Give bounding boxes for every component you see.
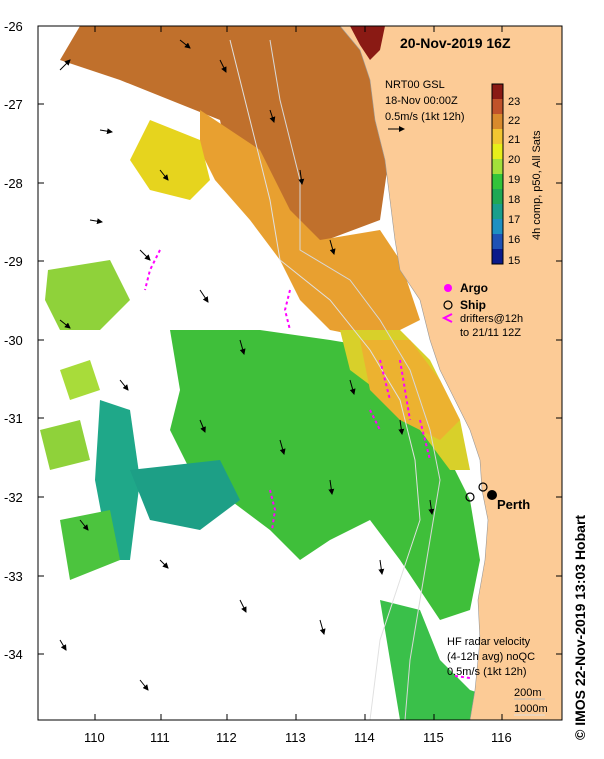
- colorbar-swatch: [492, 144, 503, 160]
- colorbar-swatch: [492, 234, 503, 250]
- ship-marker-2: [478, 482, 488, 492]
- gsl-label-2: 18-Nov 00:00Z: [385, 95, 458, 107]
- colorbar-swatch: [492, 84, 503, 100]
- colorbar-frame: [491, 83, 504, 265]
- ship-icon: [443, 300, 453, 310]
- y-tick-label: -34: [4, 647, 23, 662]
- perth-marker: [487, 490, 497, 500]
- colorbar-tick: 16: [508, 234, 520, 246]
- argo-icon: [444, 284, 452, 292]
- x-tick-label: 114: [354, 730, 375, 745]
- sst-yellowgreen-west: [45, 260, 130, 330]
- copyright-label: © IMOS 22-Nov-2019 13:03 Hobart: [572, 514, 588, 740]
- land-northern-red: [350, 26, 385, 60]
- x-tick-label: 110: [84, 730, 105, 745]
- drifter-icon: [441, 313, 453, 323]
- hf-label-3: 0.5m/s (1kt 12h): [447, 666, 526, 678]
- colorbar-swatch: [492, 129, 503, 145]
- ship-marker: [465, 492, 475, 502]
- colorbar-tick: 17: [508, 214, 520, 226]
- x-tick-label: 116: [491, 730, 512, 745]
- colorbar-tick: 15: [508, 255, 520, 267]
- gsl-label-1: NRT00 GSL: [385, 79, 445, 91]
- y-axis: [38, 25, 562, 655]
- colorbar-tick: 22: [508, 115, 520, 127]
- colorbar-swatch: [492, 219, 503, 235]
- colorbar-tick: 20: [508, 154, 520, 166]
- sst-field: [40, 26, 520, 720]
- y-tick-label: -33: [4, 569, 23, 584]
- sst-yellow-mid: [130, 120, 210, 200]
- colorbar-swatch: [492, 249, 503, 265]
- y-tick-label: -32: [4, 490, 23, 505]
- sst-orange-north: [200, 110, 420, 340]
- y-tick-label: -28: [4, 176, 23, 191]
- colorbar-swatch: [492, 204, 503, 220]
- colorbar-swatch: [492, 99, 503, 115]
- colorbar-swatch: [492, 174, 503, 190]
- velocity-arrows: [59, 39, 435, 691]
- colorbar-tick: 21: [508, 134, 520, 146]
- x-axis: [94, 26, 503, 720]
- colorbar-tick: 18: [508, 194, 520, 206]
- x-tick-label: 115: [423, 730, 444, 745]
- sst-patch-small-2: [40, 420, 90, 470]
- legend-drifters-1: drifters@12h: [460, 313, 523, 325]
- sst-teal-south: [130, 460, 240, 530]
- y-tick-label: -30: [4, 333, 23, 348]
- y-tick-label: -26: [4, 19, 23, 34]
- contour-1000m: [229, 39, 421, 721]
- colorbar: [492, 84, 503, 265]
- y-tick-label: -29: [4, 254, 23, 269]
- gsl-label-3: 0.5m/s (1kt 12h): [385, 111, 464, 123]
- legend-drifters-2: to 21/11 12Z: [460, 327, 521, 339]
- colorbar-swatch: [492, 159, 503, 175]
- drifter-tracks: [144, 249, 471, 679]
- colorbar-tick: 23: [508, 96, 520, 108]
- depth-label-1000m: 1000m: [514, 703, 548, 715]
- hf-label-1: HF radar velocity: [447, 636, 531, 648]
- colorbar-label: 4h comp, p50, All Sats: [531, 130, 543, 240]
- sst-patch-small-1: [60, 360, 100, 400]
- colorbar-swatch: [492, 189, 503, 205]
- y-tick-label: -31: [4, 411, 23, 426]
- x-tick-label: 112: [216, 730, 237, 745]
- colorbar-tick: 19: [508, 174, 520, 186]
- legend-ship: Ship: [460, 298, 486, 312]
- hf-label-2: (4-12h avg) noQC: [447, 651, 535, 663]
- map-title: 20-Nov-2019 16Z: [400, 35, 511, 51]
- depth-label-200m: 200m: [514, 687, 542, 699]
- x-tick-label: 111: [150, 730, 170, 745]
- colorbar-swatch: [492, 114, 503, 130]
- plot-frame: [37, 25, 563, 721]
- sst-patch-small-3: [60, 510, 120, 580]
- legend-argo: Argo: [460, 281, 488, 295]
- sst-orange-coast: [360, 340, 460, 440]
- city-label-perth: Perth: [497, 497, 530, 512]
- land-australia: [339, 25, 563, 721]
- y-tick-label: -27: [4, 97, 23, 112]
- x-tick-label: 113: [285, 730, 306, 745]
